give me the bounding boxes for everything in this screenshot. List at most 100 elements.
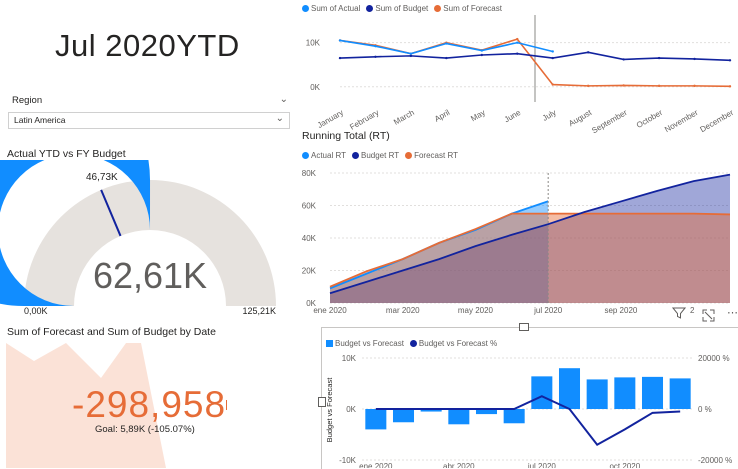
region-dropdown-value: Latin America bbox=[14, 115, 66, 125]
forecast-rt-area bbox=[330, 213, 730, 303]
y-tick-label: 10K bbox=[342, 354, 357, 363]
data-point bbox=[480, 49, 484, 52]
x-tick-label: February bbox=[348, 108, 380, 132]
bar bbox=[448, 409, 470, 425]
y-tick-label: 10K bbox=[306, 39, 321, 48]
bvf-resize-handle-top[interactable] bbox=[519, 323, 529, 331]
budget-vs-forecast-chart[interactable]: 10K 20000 % 0K 0 % -10K -20000 % Budget vs For… bbox=[322, 350, 738, 468]
kpi-title: Sum of Forecast and Sum of Budget by Dat… bbox=[7, 326, 216, 338]
data-point bbox=[622, 84, 625, 87]
legend-item-actual-rt[interactable]: Actual RT bbox=[302, 151, 346, 160]
kpi-value-marker bbox=[226, 400, 227, 410]
data-point bbox=[409, 54, 413, 58]
data-point bbox=[516, 52, 519, 55]
y-tick-label: 0K bbox=[310, 83, 320, 92]
x-tick-label: January bbox=[316, 108, 345, 130]
x-tick-label: jul 2020 bbox=[527, 462, 557, 468]
x-tick-label: mar 2020 bbox=[386, 306, 420, 315]
y2-tick-label: 0 % bbox=[698, 405, 712, 414]
bvf-legend: Budget vs Forecast Budget vs Forecast % bbox=[326, 339, 497, 348]
filter-count: 2 bbox=[690, 306, 695, 315]
legend-item-bvf[interactable]: Budget vs Forecast bbox=[326, 339, 404, 348]
gauge-target-marker bbox=[100, 189, 122, 237]
data-point bbox=[409, 52, 413, 55]
x-tick-label: August bbox=[567, 108, 594, 129]
data-point bbox=[551, 50, 554, 53]
gauge-max-label: 125,21K bbox=[242, 306, 276, 316]
region-dropdown[interactable]: Latin America ⌄ bbox=[8, 112, 290, 129]
data-point bbox=[551, 56, 554, 60]
monthly-line-chart[interactable]: 10K 0K January February March April May June Jul… bbox=[300, 15, 738, 135]
gauge-value-label: 62,61K bbox=[93, 255, 207, 296]
y-tick-label: 40K bbox=[302, 234, 317, 243]
gauge-title: Actual YTD vs FY Budget bbox=[7, 148, 126, 160]
gauge-chart: 46,73K 62,61K 0,00K 125,21K bbox=[0, 160, 276, 316]
data-point bbox=[657, 84, 661, 88]
y-axis-label: Budget vs Forecast bbox=[325, 377, 334, 443]
actual-rt-area bbox=[330, 201, 549, 303]
data-point bbox=[516, 41, 519, 44]
y-tick-label: 20K bbox=[302, 267, 317, 276]
data-point bbox=[693, 84, 696, 88]
x-tick-label: June bbox=[503, 108, 523, 125]
bar bbox=[475, 409, 498, 415]
y-tick-label: 0K bbox=[306, 299, 316, 308]
data-point bbox=[516, 37, 519, 41]
data-point bbox=[445, 56, 448, 60]
y2-tick-label: 20000 % bbox=[698, 354, 730, 363]
budget-rt-line bbox=[329, 173, 731, 295]
gauge-target-label: 46,73K bbox=[86, 172, 118, 183]
y-tick-label: 80K bbox=[302, 169, 317, 178]
x-tick-label: September bbox=[590, 108, 629, 135]
legend-item-actual[interactable]: Sum of Actual bbox=[302, 4, 360, 13]
bar bbox=[420, 409, 442, 412]
region-slicer: Region ⌄ Latin America ⌄ bbox=[8, 93, 292, 133]
data-point bbox=[374, 55, 377, 58]
bar bbox=[503, 409, 525, 424]
bvf-resize-handle-left[interactable] bbox=[318, 397, 326, 407]
bar bbox=[586, 379, 608, 409]
bar bbox=[641, 376, 664, 409]
y-tick-label: -10K bbox=[339, 456, 357, 465]
bar bbox=[365, 409, 387, 430]
y2-tick-label: -20000 % bbox=[698, 456, 732, 465]
kpi-value: -298,958 bbox=[72, 384, 227, 425]
chevron-down-icon: ⌄ bbox=[275, 113, 284, 124]
bar bbox=[531, 376, 553, 409]
focus-mode-icon[interactable] bbox=[702, 309, 715, 322]
legend-item-forecast-rt[interactable]: Forecast RT bbox=[405, 151, 458, 160]
data-point bbox=[445, 42, 448, 45]
data-point bbox=[657, 56, 661, 60]
series-line-budget bbox=[339, 51, 731, 62]
legend-item-budget[interactable]: Sum of Budget bbox=[366, 4, 428, 13]
slicer-collapse-icon[interactable]: ⌄ bbox=[279, 94, 288, 105]
legend-item-forecast[interactable]: Sum of Forecast bbox=[434, 4, 502, 13]
x-tick-label: October bbox=[635, 108, 664, 130]
forecast-rt-line bbox=[329, 212, 731, 288]
x-tick-label: April bbox=[433, 108, 452, 124]
y-tick-label: 0K bbox=[346, 405, 356, 414]
filter-icon[interactable] bbox=[671, 306, 687, 320]
data-point bbox=[480, 53, 484, 57]
data-point bbox=[586, 51, 590, 54]
legend-item-budget-rt[interactable]: Budget RT bbox=[351, 151, 399, 160]
data-point bbox=[693, 57, 696, 61]
x-tick-label: November bbox=[663, 108, 700, 134]
kpi-trend-area bbox=[6, 343, 166, 468]
more-options-icon[interactable]: ⋯ bbox=[727, 307, 738, 319]
gauge-background-arc bbox=[24, 180, 276, 306]
bar bbox=[392, 409, 415, 423]
x-tick-label: July bbox=[541, 108, 558, 123]
x-tick-label: May bbox=[469, 108, 487, 123]
gauge-min-label: 0,00K bbox=[24, 306, 48, 316]
bar bbox=[558, 368, 581, 409]
gauge-value-arc bbox=[0, 160, 151, 306]
x-tick-label: sep 2020 bbox=[604, 306, 637, 315]
data-point bbox=[728, 59, 732, 62]
legend-item-bvf-pct[interactable]: Budget vs Forecast % bbox=[409, 339, 497, 348]
rt-legend: Actual RT Budget RT Forecast RT bbox=[302, 151, 458, 160]
bar bbox=[669, 378, 691, 409]
data-point bbox=[586, 84, 590, 88]
x-tick-label: December bbox=[699, 108, 736, 134]
